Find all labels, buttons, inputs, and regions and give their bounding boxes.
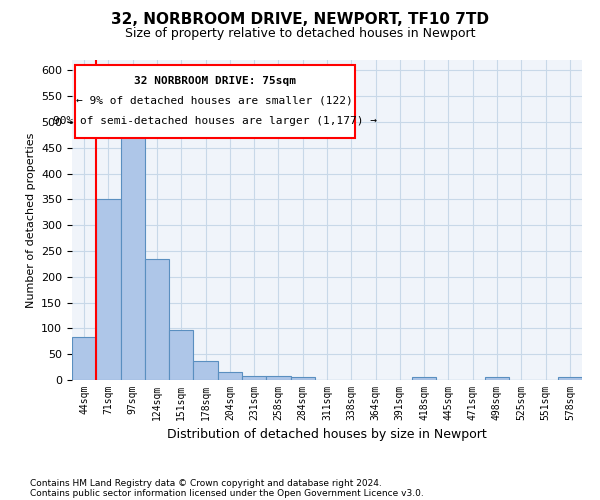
Bar <box>145 258 169 380</box>
Text: 32, NORBROOM DRIVE, NEWPORT, TF10 7TD: 32, NORBROOM DRIVE, NEWPORT, TF10 7TD <box>111 12 489 28</box>
X-axis label: Distribution of detached houses by size in Newport: Distribution of detached houses by size … <box>167 428 487 442</box>
Text: Size of property relative to detached houses in Newport: Size of property relative to detached ho… <box>125 28 475 40</box>
Bar <box>558 378 582 380</box>
Bar <box>193 361 218 380</box>
Text: Contains public sector information licensed under the Open Government Licence v3: Contains public sector information licen… <box>30 488 424 498</box>
Text: ← 9% of detached houses are smaller (122): ← 9% of detached houses are smaller (122… <box>76 95 353 105</box>
Bar <box>242 376 266 380</box>
FancyBboxPatch shape <box>74 65 355 138</box>
Bar <box>121 134 145 380</box>
Bar <box>485 378 509 380</box>
Text: Contains HM Land Registry data © Crown copyright and database right 2024.: Contains HM Land Registry data © Crown c… <box>30 478 382 488</box>
Text: 32 NORBROOM DRIVE: 75sqm: 32 NORBROOM DRIVE: 75sqm <box>134 76 296 86</box>
Bar <box>72 337 96 380</box>
Bar <box>96 200 121 380</box>
Bar <box>412 377 436 380</box>
Bar <box>290 378 315 380</box>
Bar <box>218 372 242 380</box>
Text: 90% of semi-detached houses are larger (1,177) →: 90% of semi-detached houses are larger (… <box>53 116 377 126</box>
Bar <box>169 330 193 380</box>
Y-axis label: Number of detached properties: Number of detached properties <box>26 132 35 308</box>
Bar <box>266 376 290 380</box>
